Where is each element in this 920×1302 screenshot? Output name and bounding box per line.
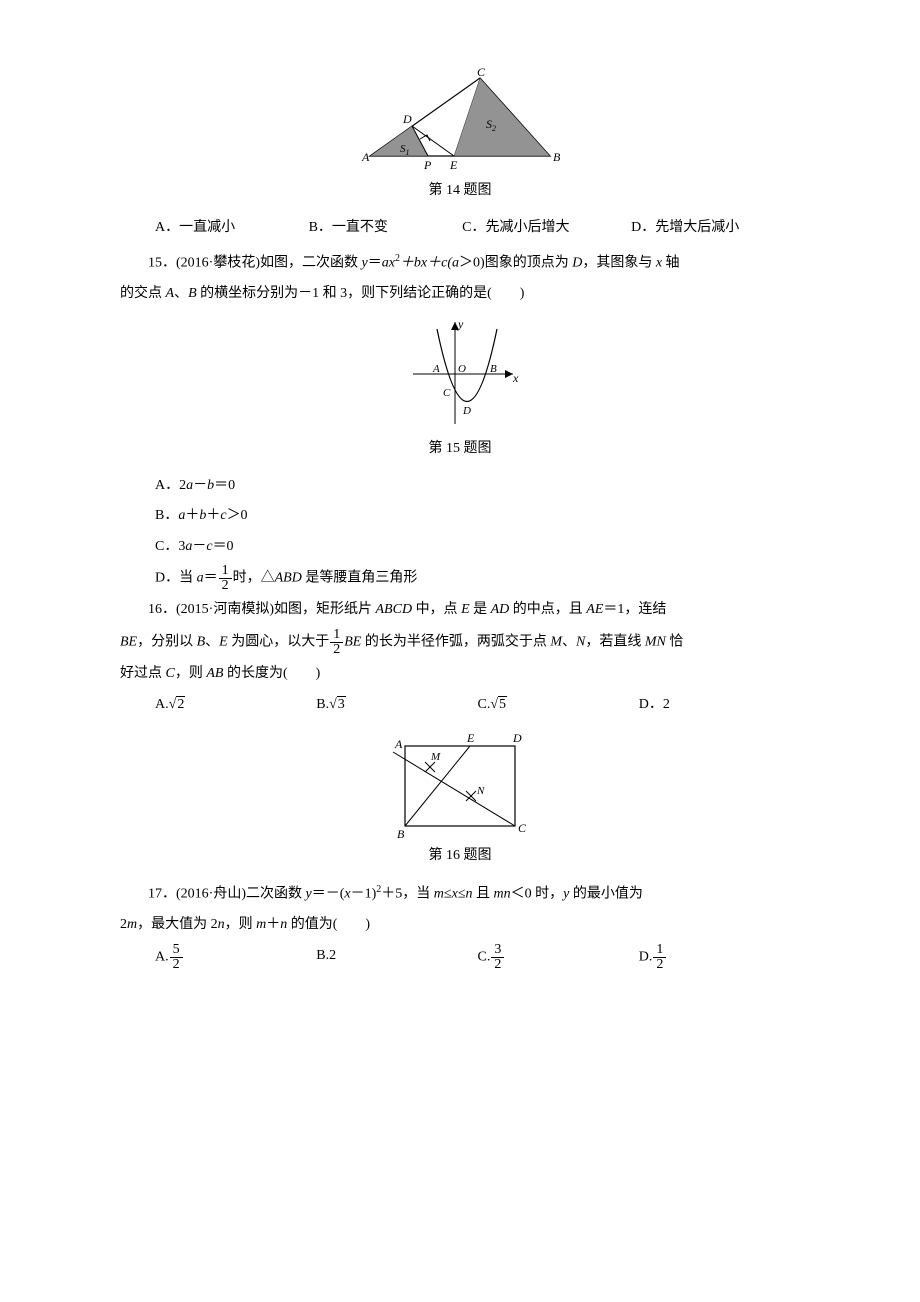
svg-text:y: y [457, 317, 464, 331]
q15-option-a: A．2a－b＝0 [120, 473, 800, 500]
q14-choice-a: A．一直减小 [155, 215, 309, 242]
q17-choice-d: D.12 [639, 943, 800, 972]
q16-choice-c: C.√5 [478, 692, 639, 719]
q14-label-C: C [477, 66, 486, 79]
svg-text:A: A [394, 737, 403, 751]
svg-text:N: N [476, 785, 485, 797]
q15-stem-line1: 15．(2016·攀枝花)如图，二次函数 y＝ax2＋bx＋c(a＞0)图象的顶… [120, 249, 800, 277]
q17-stem-line1: 17．(2016·舟山)二次函数 y＝－(x－1)2＋5，当 m≤x≤n 且 m… [120, 880, 800, 908]
q16-choice-b: B.√3 [316, 692, 477, 719]
q16-stem-line3: 好过点 C，则 AB 的长度为( ) [120, 661, 800, 688]
q14-label-P: P [423, 158, 432, 172]
q14-label-A: A [361, 150, 370, 164]
q17-choice-a: A.52 [155, 943, 316, 972]
svg-text:D: D [512, 731, 522, 745]
q15-option-d: D．当 a＝12时，△ABD 是等腰直角三角形 [120, 564, 800, 593]
q14-figure: A B C D P E S1 S2 [120, 66, 800, 176]
q15-option-b: B．a＋b＋c＞0 [120, 503, 800, 530]
svg-text:C: C [443, 387, 451, 399]
q17-choice-b: B.2 [316, 943, 477, 972]
q16-caption: 第 16 题图 [120, 843, 800, 870]
svg-text:E: E [466, 731, 475, 745]
q17-stem-line2: 2m，最大值为 2n，则 m＋n 的值为( ) [120, 912, 800, 939]
q15-stem-line2: 的交点 A、B 的横坐标分别为－1 和 3，则下列结论正确的是( ) [120, 281, 800, 308]
q17-choice-c: C.32 [478, 943, 639, 972]
svg-text:M: M [430, 751, 441, 763]
q16-stem-line2: BE，分别以 B、E 为圆心，以大于12BE 的长为半径作弧，两弧交于点 M、N… [120, 628, 800, 657]
q14-choice-d: D．先增大后减小 [631, 215, 800, 242]
q16-figure: A E D B C M N [120, 726, 800, 841]
q14-label-B: B [553, 150, 561, 164]
q15-figure: y x A O B C D [120, 314, 800, 434]
svg-text:B: B [490, 363, 497, 375]
q14-choice-b: B．一直不变 [309, 215, 463, 242]
svg-text:C: C [518, 821, 527, 835]
q17-choices: A.52 B.2 C.32 D.12 [120, 943, 800, 972]
q16-choice-a: A.√2 [155, 692, 316, 719]
q16-choice-d: D．2 [639, 692, 800, 719]
svg-text:x: x [512, 371, 519, 385]
q14-choices: A．一直减小 B．一直不变 C．先减小后增大 D．先增大后减小 [120, 215, 800, 242]
q14-label-D: D [402, 112, 412, 126]
q15-option-c: C．3a－c＝0 [120, 534, 800, 561]
svg-text:O: O [458, 363, 466, 375]
svg-text:D: D [462, 405, 471, 417]
q16-choices: A.√2 B.√3 C.√5 D．2 [120, 692, 800, 719]
q14-choice-c: C．先减小后增大 [462, 215, 631, 242]
svg-text:B: B [397, 827, 405, 841]
q16-stem-line1: 16．(2015·河南模拟)如图，矩形纸片 ABCD 中，点 E 是 AD 的中… [120, 597, 800, 624]
svg-text:A: A [432, 363, 440, 375]
q14-caption: 第 14 题图 [120, 178, 800, 205]
q14-label-E: E [449, 158, 458, 172]
q15-caption: 第 15 题图 [120, 436, 800, 463]
